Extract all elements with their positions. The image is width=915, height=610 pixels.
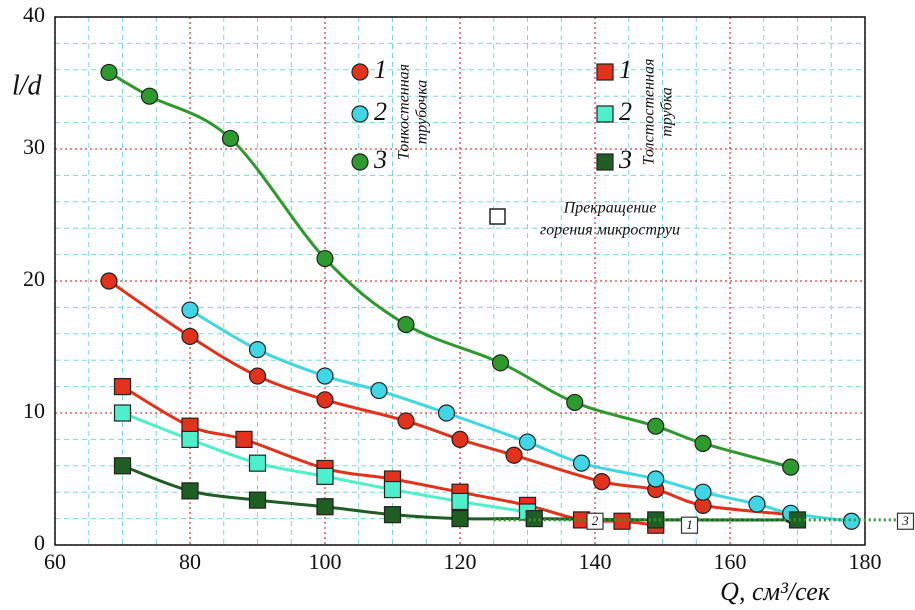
group-label-line: Тонкостенная	[396, 64, 413, 160]
marker	[248, 491, 267, 509]
marker	[788, 511, 807, 529]
extinction-label: 3	[901, 513, 909, 528]
extinction-label: 1	[686, 517, 693, 532]
y-axis-label: l/d	[12, 70, 43, 101]
legend-marker	[351, 153, 369, 171]
extinction-marker	[586, 512, 604, 530]
group-label-line: трубочка	[414, 80, 431, 145]
x-tick-label: 100	[309, 549, 342, 574]
series-line	[108, 71, 792, 469]
marker	[100, 63, 118, 82]
x-axis-label: Q, см³/сек	[720, 577, 831, 606]
extinction-legend-marker	[489, 208, 506, 225]
marker	[221, 129, 240, 148]
series-line	[108, 279, 791, 517]
marker	[383, 480, 402, 499]
y-tick-label: 0	[34, 530, 45, 555]
marker	[181, 301, 199, 319]
marker	[518, 433, 537, 451]
y-tick-label: 30	[23, 134, 45, 159]
y-tick-label: 40	[23, 2, 45, 27]
marker	[451, 510, 469, 528]
plot-frame	[54, 16, 866, 546]
x-tick-label: 80	[179, 549, 201, 574]
extinction-legend-text: Прекращение	[563, 200, 657, 217]
marker	[397, 412, 415, 430]
y-tick-label: 20	[23, 266, 45, 291]
marker	[748, 495, 766, 513]
marker	[451, 492, 469, 511]
legend-label: 3	[373, 145, 387, 174]
series-line	[189, 308, 852, 523]
group-label-line: трубка	[659, 87, 676, 137]
marker	[647, 417, 665, 435]
marker	[572, 454, 591, 472]
x-tick-label: 140	[579, 549, 612, 574]
marker	[113, 457, 132, 475]
marker	[100, 272, 118, 290]
marker	[370, 381, 388, 400]
legend-marker	[596, 153, 614, 171]
legend-label: 1	[619, 55, 632, 84]
marker	[316, 498, 334, 516]
marker	[383, 506, 402, 524]
group-label: Тонкостенная трубочка	[396, 64, 431, 160]
marker	[181, 430, 199, 448]
group-label-line: Толстостенная	[641, 59, 658, 166]
marker	[248, 454, 267, 472]
extinction-legend-text: горения микроструи	[540, 222, 680, 239]
marker	[235, 430, 253, 448]
marker	[248, 367, 267, 385]
marker	[451, 430, 469, 448]
legend-label: 2	[374, 97, 387, 126]
extinction-label: 2	[592, 513, 599, 528]
x-tick-label: 60	[44, 549, 66, 574]
legend-marker	[351, 63, 369, 81]
marker	[140, 87, 159, 105]
group-label: Толстостенная трубка	[641, 59, 676, 166]
marker	[397, 315, 415, 334]
marker	[694, 483, 712, 501]
marker	[437, 404, 456, 422]
x-tick-label: 120	[444, 549, 477, 574]
marker	[248, 341, 267, 359]
marker	[842, 512, 861, 530]
legend-marker	[351, 105, 369, 123]
marker	[181, 482, 199, 500]
marker	[566, 393, 584, 412]
y-tick-label: 10	[23, 398, 45, 423]
legend-label: 1	[374, 55, 387, 84]
marker	[491, 354, 510, 372]
marker	[316, 249, 334, 268]
extinction-marker	[896, 512, 915, 530]
extinction-marker	[680, 516, 699, 534]
marker	[113, 404, 132, 422]
marker	[316, 391, 334, 409]
marker	[613, 512, 631, 530]
marker	[316, 367, 334, 385]
legend-label: 3	[618, 145, 632, 174]
marker	[782, 458, 800, 476]
marker	[113, 378, 132, 396]
marker	[694, 434, 712, 452]
marker	[316, 467, 334, 485]
marker	[647, 470, 665, 488]
legend-marker	[596, 105, 614, 123]
marker	[181, 327, 199, 346]
x-tick-label: 160	[714, 549, 747, 574]
legend-marker	[596, 63, 614, 81]
marker	[505, 446, 523, 464]
marker	[593, 473, 611, 491]
legend-label: 2	[619, 97, 632, 126]
x-tick-label: 180	[849, 549, 882, 574]
